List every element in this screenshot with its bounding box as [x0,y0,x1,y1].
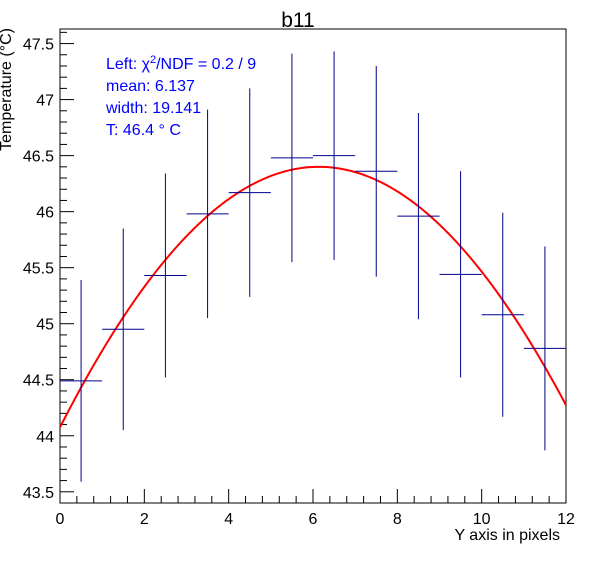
y-tick-label: 46.5 [23,149,54,166]
data-point [313,51,356,260]
x-axis: 0 2 4 6 8 10 12 [56,489,575,528]
x-tick-label: 2 [140,511,149,528]
y-tick-label: 46 [36,205,54,222]
data-point [439,171,482,378]
fit-chi2-text: Left: χ2/NDF = 0.2 / 9 [106,54,256,73]
x-tick-label: 4 [224,511,233,528]
y-tick-label: 45 [36,317,54,334]
data-point [186,109,229,319]
fit-width-text: width: 19.141 [105,100,201,117]
y-tick-label: 47.5 [23,37,54,54]
chi-symbol: χ [142,56,151,73]
y-tick-label: 47 [36,93,54,110]
x-tick-label: 6 [309,511,318,528]
fit-mean-text: mean: 6.137 [106,78,195,95]
chi-superscript: 2 [150,54,156,66]
y-tick-label: 44.5 [23,373,54,390]
data-point [523,246,566,451]
fit-curve-layer [59,165,567,428]
data-point [60,280,103,482]
x-tick-label: 12 [557,511,575,528]
y-tick-label: 44 [36,429,54,446]
fit-curve [59,165,567,428]
data-point [228,88,271,297]
fit-suffix: /NDF = 0.2 / 9 [156,56,256,73]
y-axis-label: Temperature (°C) [0,28,15,151]
data-point [397,113,440,320]
data-points-layer [60,51,566,482]
data-point [102,228,145,431]
fit-stats-box: Left: χ2/NDF = 0.2 / 9 mean: 6.137 width… [105,54,256,139]
data-point [481,212,524,417]
x-axis-label: Y axis in pixels [454,527,560,544]
data-point [270,53,313,263]
x-tick-label: 0 [56,511,65,528]
x-tick-label: 10 [473,511,491,528]
chart-title: b11 [281,9,314,32]
y-tick-label: 45.5 [23,261,54,278]
y-tick-label: 43.5 [23,485,54,502]
fit-prefix: Left: [106,56,142,73]
x-tick-label: 8 [393,511,402,528]
data-point [355,65,398,277]
y-axis: 43.5 44 44.5 45 45.5 46 46.5 47 47.5 [23,31,74,502]
data-point [144,173,187,378]
fit-temperature-text: T: 46.4 ° C [106,122,181,139]
